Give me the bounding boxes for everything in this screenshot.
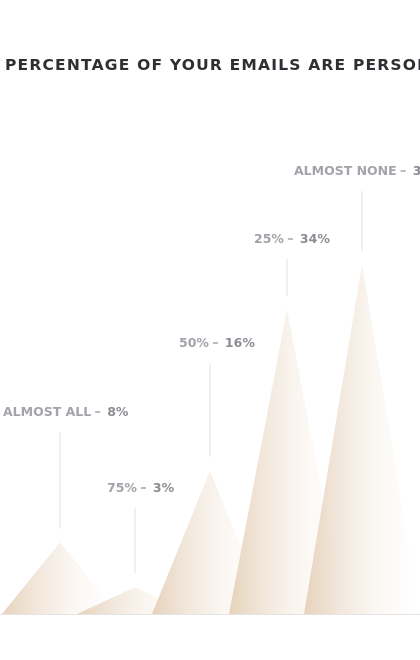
peak-label: 25% 34% [254,231,330,246]
peak-label: 75% 3% [107,480,175,495]
value-label: 8% [107,404,129,419]
category-label: 75% [107,480,137,495]
value-label: 16% [225,335,255,350]
peak-label: ALMOST ALL 8% [3,404,129,419]
chart-title: PERCENTAGE OF YOUR EMAILS ARE PERSONAL [5,56,420,74]
value-label: 3% [153,480,175,495]
value-label: 39% [413,163,420,178]
category-label: 25% [254,231,284,246]
peak [304,264,420,614]
category-label: ALMOST ALL [3,404,91,419]
peak [2,542,118,614]
peak-label: ALMOST NONE 39% [294,163,420,178]
value-label: 34% [300,231,330,246]
peak [229,309,345,614]
category-label: 50% [179,335,209,350]
category-label: ALMOST NONE [294,163,397,178]
peak-label: 50% 16% [179,335,255,350]
